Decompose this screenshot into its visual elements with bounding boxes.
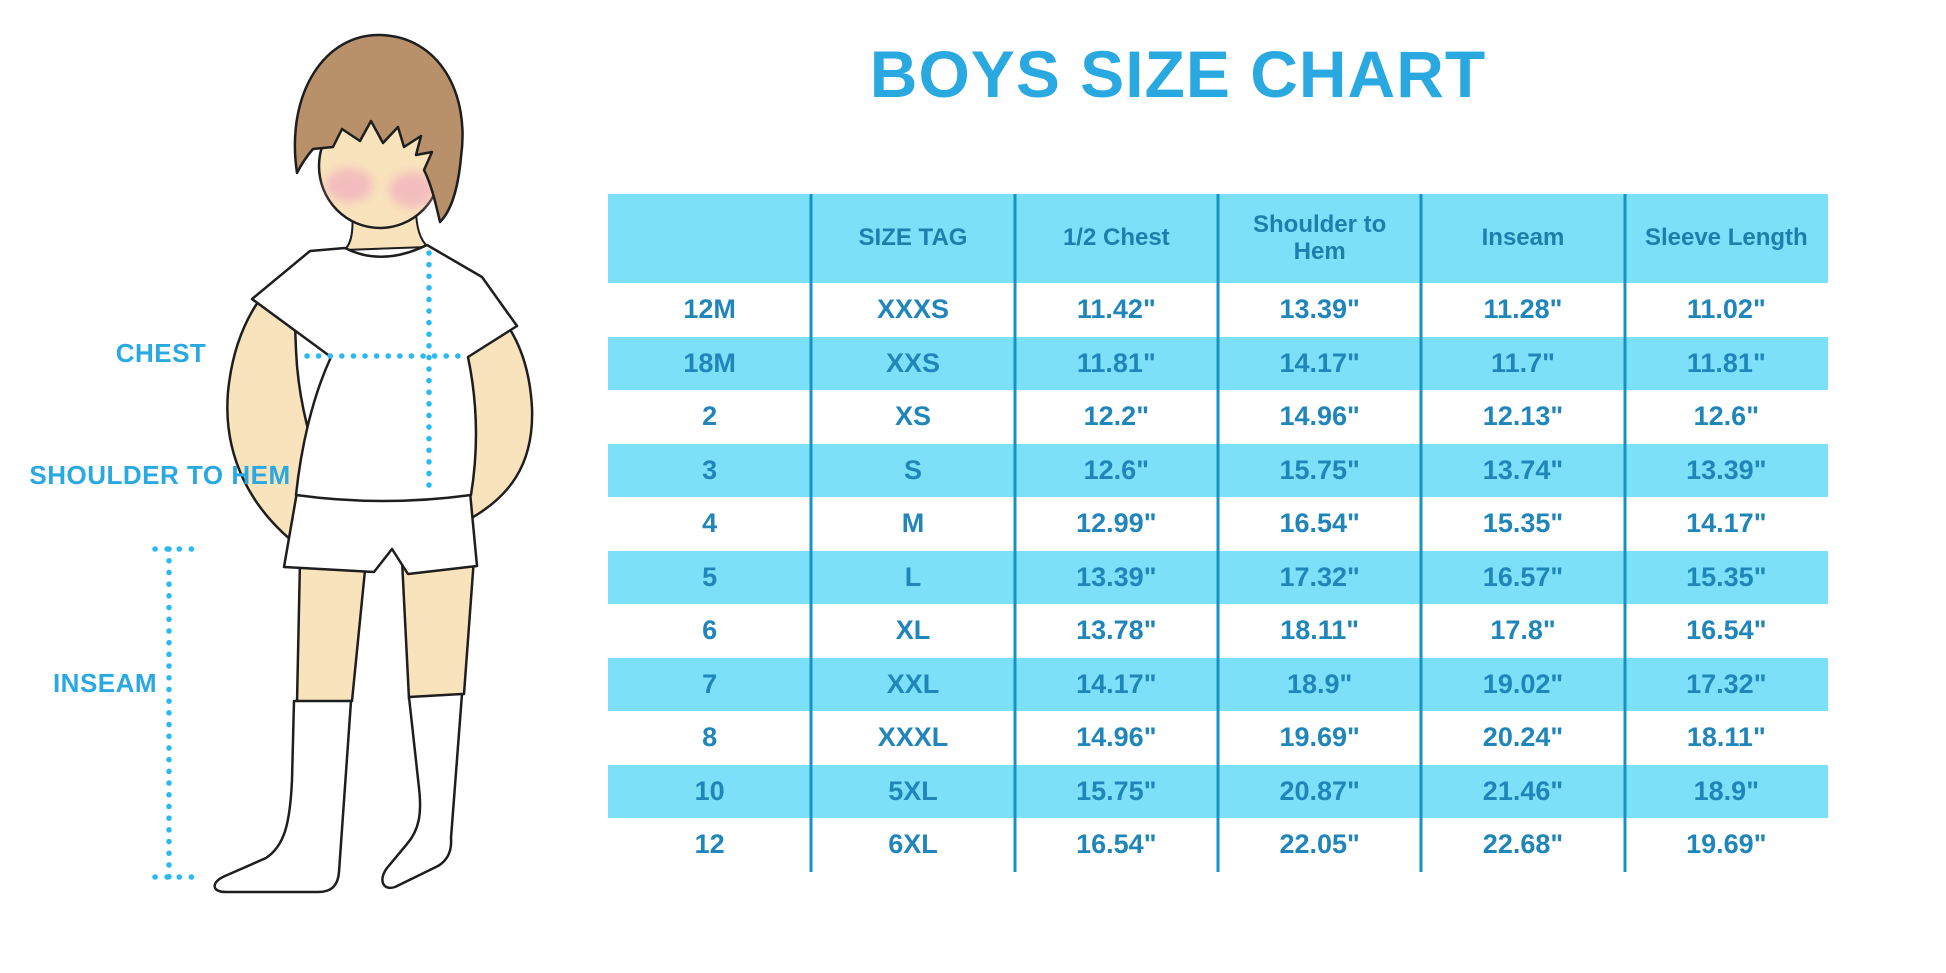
t-shirt [250, 243, 519, 503]
shorts [282, 490, 479, 576]
table-cell: XS [894, 401, 931, 432]
table-cell: 13.78" [1076, 615, 1157, 646]
column-divider [809, 194, 813, 872]
table-cell: 11.28" [1483, 294, 1563, 325]
header-cell-shoulder-to-hem: Shoulder to Hem [1252, 210, 1387, 265]
table-cell: 14.17" [1076, 668, 1157, 699]
table-cell: 17.32" [1279, 561, 1360, 592]
table-cell: L [904, 561, 922, 592]
left-sock [213, 699, 353, 894]
table-cell: 3 [702, 454, 718, 485]
table-cell: 11.7" [1491, 347, 1555, 378]
table-cell: XL [895, 615, 931, 646]
table-cell: 12.99" [1076, 508, 1157, 539]
hair [293, 33, 464, 224]
table-cell: XXS [885, 347, 940, 378]
table-cell: 12M [683, 294, 736, 325]
table-cell: 20.24" [1482, 722, 1564, 753]
page-title: BOYS SIZE CHART [869, 37, 1487, 111]
table-cell: 18.9" [1286, 668, 1353, 699]
table-cell: 18M [683, 347, 736, 378]
table-cell: 2 [702, 401, 718, 432]
header-cell-inseam: Inseam [1481, 224, 1565, 252]
header-cell-size-tag: SIZE TAG [858, 224, 968, 252]
right-cheek-blush [389, 172, 435, 208]
table-cell: XXXS [876, 294, 950, 325]
table-cell: 18.9" [1693, 775, 1759, 806]
boy-figure-svg [152, 33, 534, 894]
table-cell: 5 [702, 561, 718, 592]
boy-figure-illustration [0, 0, 620, 973]
table-cell: M [901, 508, 925, 539]
table-cell: 19.69" [1686, 829, 1767, 860]
table-cell: 15.35" [1482, 508, 1564, 539]
inseam-label: INSEAM [52, 668, 158, 698]
table-cell: S [903, 454, 922, 485]
table-cell: 17.32" [1686, 668, 1767, 699]
left-cheek-blush [325, 168, 373, 202]
table-cell: 12.2" [1083, 401, 1149, 432]
column-divider [1013, 194, 1017, 872]
table-cell: 15.75" [1076, 775, 1157, 806]
table-cell: 20.87" [1279, 775, 1360, 806]
table-cell: 17.8" [1490, 615, 1556, 646]
header-cell-sleeve-length: Sleeve Length [1644, 224, 1808, 252]
table-cell: 15.35" [1686, 561, 1767, 592]
table-cell: 10 [694, 775, 725, 806]
table-cell: 16.57" [1482, 561, 1564, 592]
table-cell: 22.05" [1279, 829, 1360, 860]
table-cell: 6XL [888, 829, 938, 860]
column-divider [1216, 194, 1220, 872]
table-cell: 15.75" [1279, 454, 1360, 485]
table-cell: 19.02" [1482, 668, 1564, 699]
table-cell: 13.39" [1076, 561, 1157, 592]
table-cell: 13.39" [1279, 294, 1360, 325]
table-cell: XXL [886, 668, 940, 699]
table-cell: 4 [702, 508, 718, 539]
table-cell: 11.81" [1686, 347, 1766, 378]
table-cell: 5XL [888, 775, 938, 806]
table-cell: 11.02" [1686, 294, 1766, 325]
table-cell: 19.69" [1279, 722, 1360, 753]
table-cell: 16.54" [1279, 508, 1360, 539]
table-cell: 14.96" [1279, 401, 1360, 432]
size-table: SIZE TAG 1/2 Chest Shoulder to Hem Insea… [608, 194, 1828, 872]
table-cell: 22.68" [1482, 829, 1564, 860]
table-cell: 18.11" [1686, 722, 1766, 753]
header-cell-size [608, 194, 811, 283]
chest-label: CHEST [115, 338, 207, 368]
shoulder-to-hem-label: SHOULDER TO HEM [29, 460, 291, 490]
table-cell: 7 [702, 668, 718, 699]
table-cell: 12.6" [1083, 454, 1149, 485]
table-cell: 13.74" [1482, 454, 1564, 485]
table-cell: 21.46" [1482, 775, 1564, 806]
table-cell: 8 [702, 722, 718, 753]
table-cell: 14.17" [1686, 508, 1767, 539]
header-cell-half-chest: 1/2 Chest [1062, 224, 1170, 252]
table-cell: 16.54" [1076, 829, 1157, 860]
table-cell: 11.81" [1076, 347, 1156, 378]
table-cell: XXXL [877, 722, 949, 753]
table-cell: 12 [694, 829, 725, 860]
table-cell: 13.39" [1686, 454, 1767, 485]
column-divider [1419, 194, 1423, 872]
table-cell: 14.96" [1076, 722, 1157, 753]
right-sock [381, 692, 464, 890]
table-cell: 12.6" [1693, 401, 1759, 432]
table-cell: 14.17" [1279, 347, 1360, 378]
right-thigh [400, 556, 476, 701]
table-cell: 16.54" [1686, 615, 1767, 646]
column-divider [1623, 194, 1627, 872]
table-cell: 6 [702, 615, 718, 646]
table-cell: 18.11" [1280, 615, 1360, 646]
table-cell: 12.13" [1482, 401, 1564, 432]
left-thigh [295, 558, 368, 705]
table-cell: 11.42" [1076, 294, 1156, 325]
